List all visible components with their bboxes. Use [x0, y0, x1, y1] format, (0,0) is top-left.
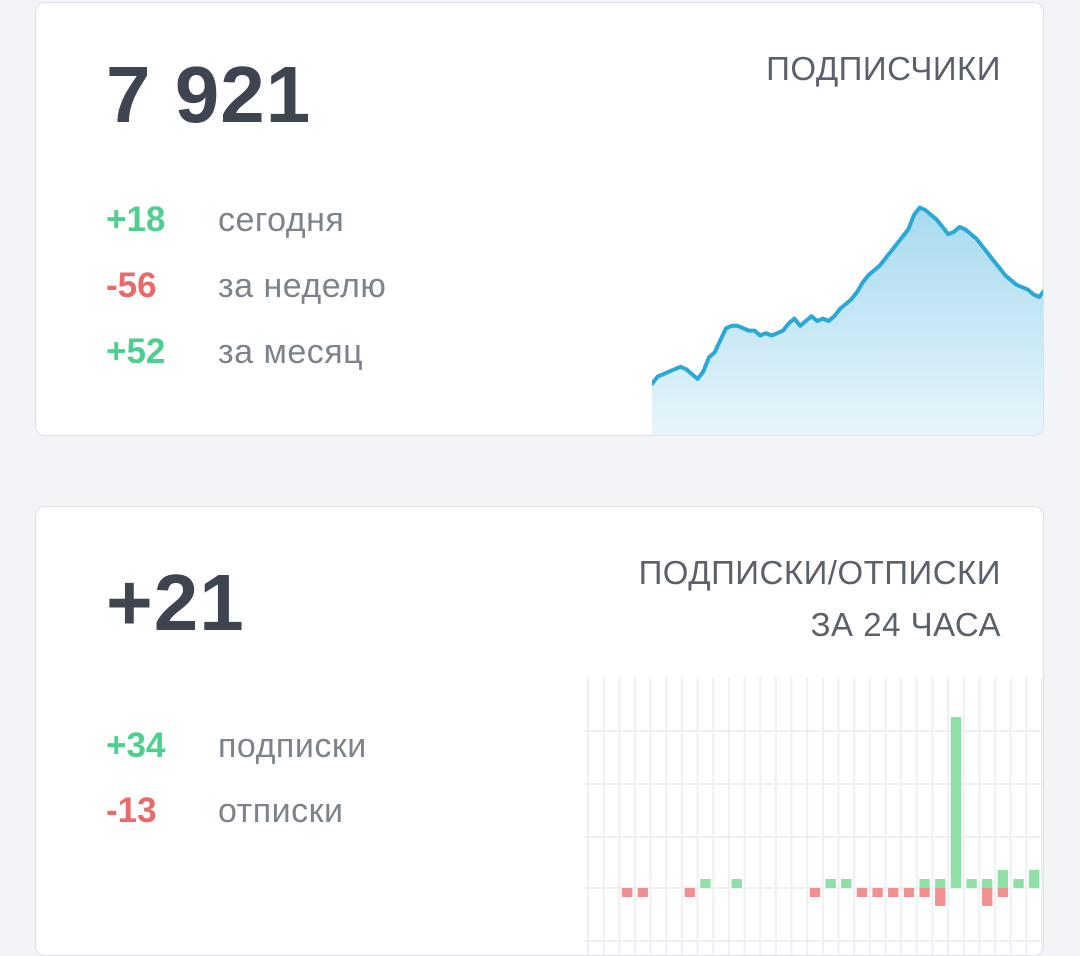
bar-unsubscribes	[809, 888, 821, 897]
bar-subscribes	[919, 879, 930, 888]
bar-subscribes	[1013, 879, 1024, 888]
bar-unsubscribes	[637, 888, 648, 897]
stat-unsubscribes: -13 отписки	[106, 786, 344, 836]
net-title-line2: ЗА 24 ЧАСА	[810, 606, 1001, 643]
trend-line	[652, 205, 1043, 386]
stat-value: -13	[106, 791, 157, 830]
bar-unsubscribes	[903, 888, 915, 897]
bar-unsubscribes	[856, 888, 868, 897]
bar-subscribes	[825, 879, 836, 888]
bar-unsubscribes	[872, 888, 883, 897]
bar-unsubscribes	[997, 888, 1009, 897]
stat-value: +18	[106, 200, 166, 239]
subscribers-title: ПОДПИСЧИКИ	[766, 50, 1001, 87]
subscribers-trend-chart	[652, 205, 1043, 435]
stat-value: +52	[106, 332, 166, 371]
net-subscriptions-card[interactable]: +21 ПОДПИСКИ/ОТПИСКИ ЗА 24 ЧАСА +34 подп…	[35, 506, 1044, 956]
bar-subscribes	[841, 879, 852, 888]
subscribers-total: 7 921	[106, 50, 312, 139]
stat-label: отписки	[218, 791, 344, 830]
stat-month: +52 за месяц	[106, 327, 363, 377]
net-total: +21	[106, 558, 245, 647]
net-title-line1: ПОДПИСКИ/ОТПИСКИ	[638, 554, 1001, 591]
trend-area	[652, 207, 1043, 435]
net-title: ПОДПИСКИ/ОТПИСКИ ЗА 24 ЧАСА	[639, 547, 1001, 651]
subscribers-card[interactable]: 7 921 ПОДПИСЧИКИ +18 сегодня -56 за неде…	[35, 2, 1044, 436]
bar-unsubscribes	[935, 888, 946, 906]
stat-week: -56 за неделю	[106, 261, 386, 311]
bar-unsubscribes	[982, 888, 993, 906]
bar-subscribes	[700, 879, 711, 888]
stat-subscribes: +34 подписки	[106, 721, 367, 771]
bar-subscribes	[935, 879, 946, 888]
bar-unsubscribes	[919, 888, 930, 897]
stat-label: за неделю	[218, 266, 387, 305]
subscriptions-24h-chart	[584, 677, 1043, 955]
stat-label: сегодня	[218, 200, 345, 239]
bar-subscribes	[966, 879, 977, 888]
bar-unsubscribes	[888, 888, 899, 897]
stat-today: +18 сегодня	[106, 195, 344, 245]
bar-unsubscribes	[621, 888, 633, 897]
bar-subscribes	[950, 717, 962, 888]
bar-subscribes	[997, 870, 1009, 888]
stat-value: +34	[106, 726, 166, 765]
bar-subscribes	[731, 879, 742, 888]
bar-subscribes	[1029, 870, 1040, 888]
bar-subscribes	[982, 879, 993, 888]
stat-value: -56	[106, 266, 157, 305]
stat-label: подписки	[218, 726, 367, 765]
stat-label: за месяц	[218, 332, 364, 371]
bar-unsubscribes	[684, 888, 695, 897]
